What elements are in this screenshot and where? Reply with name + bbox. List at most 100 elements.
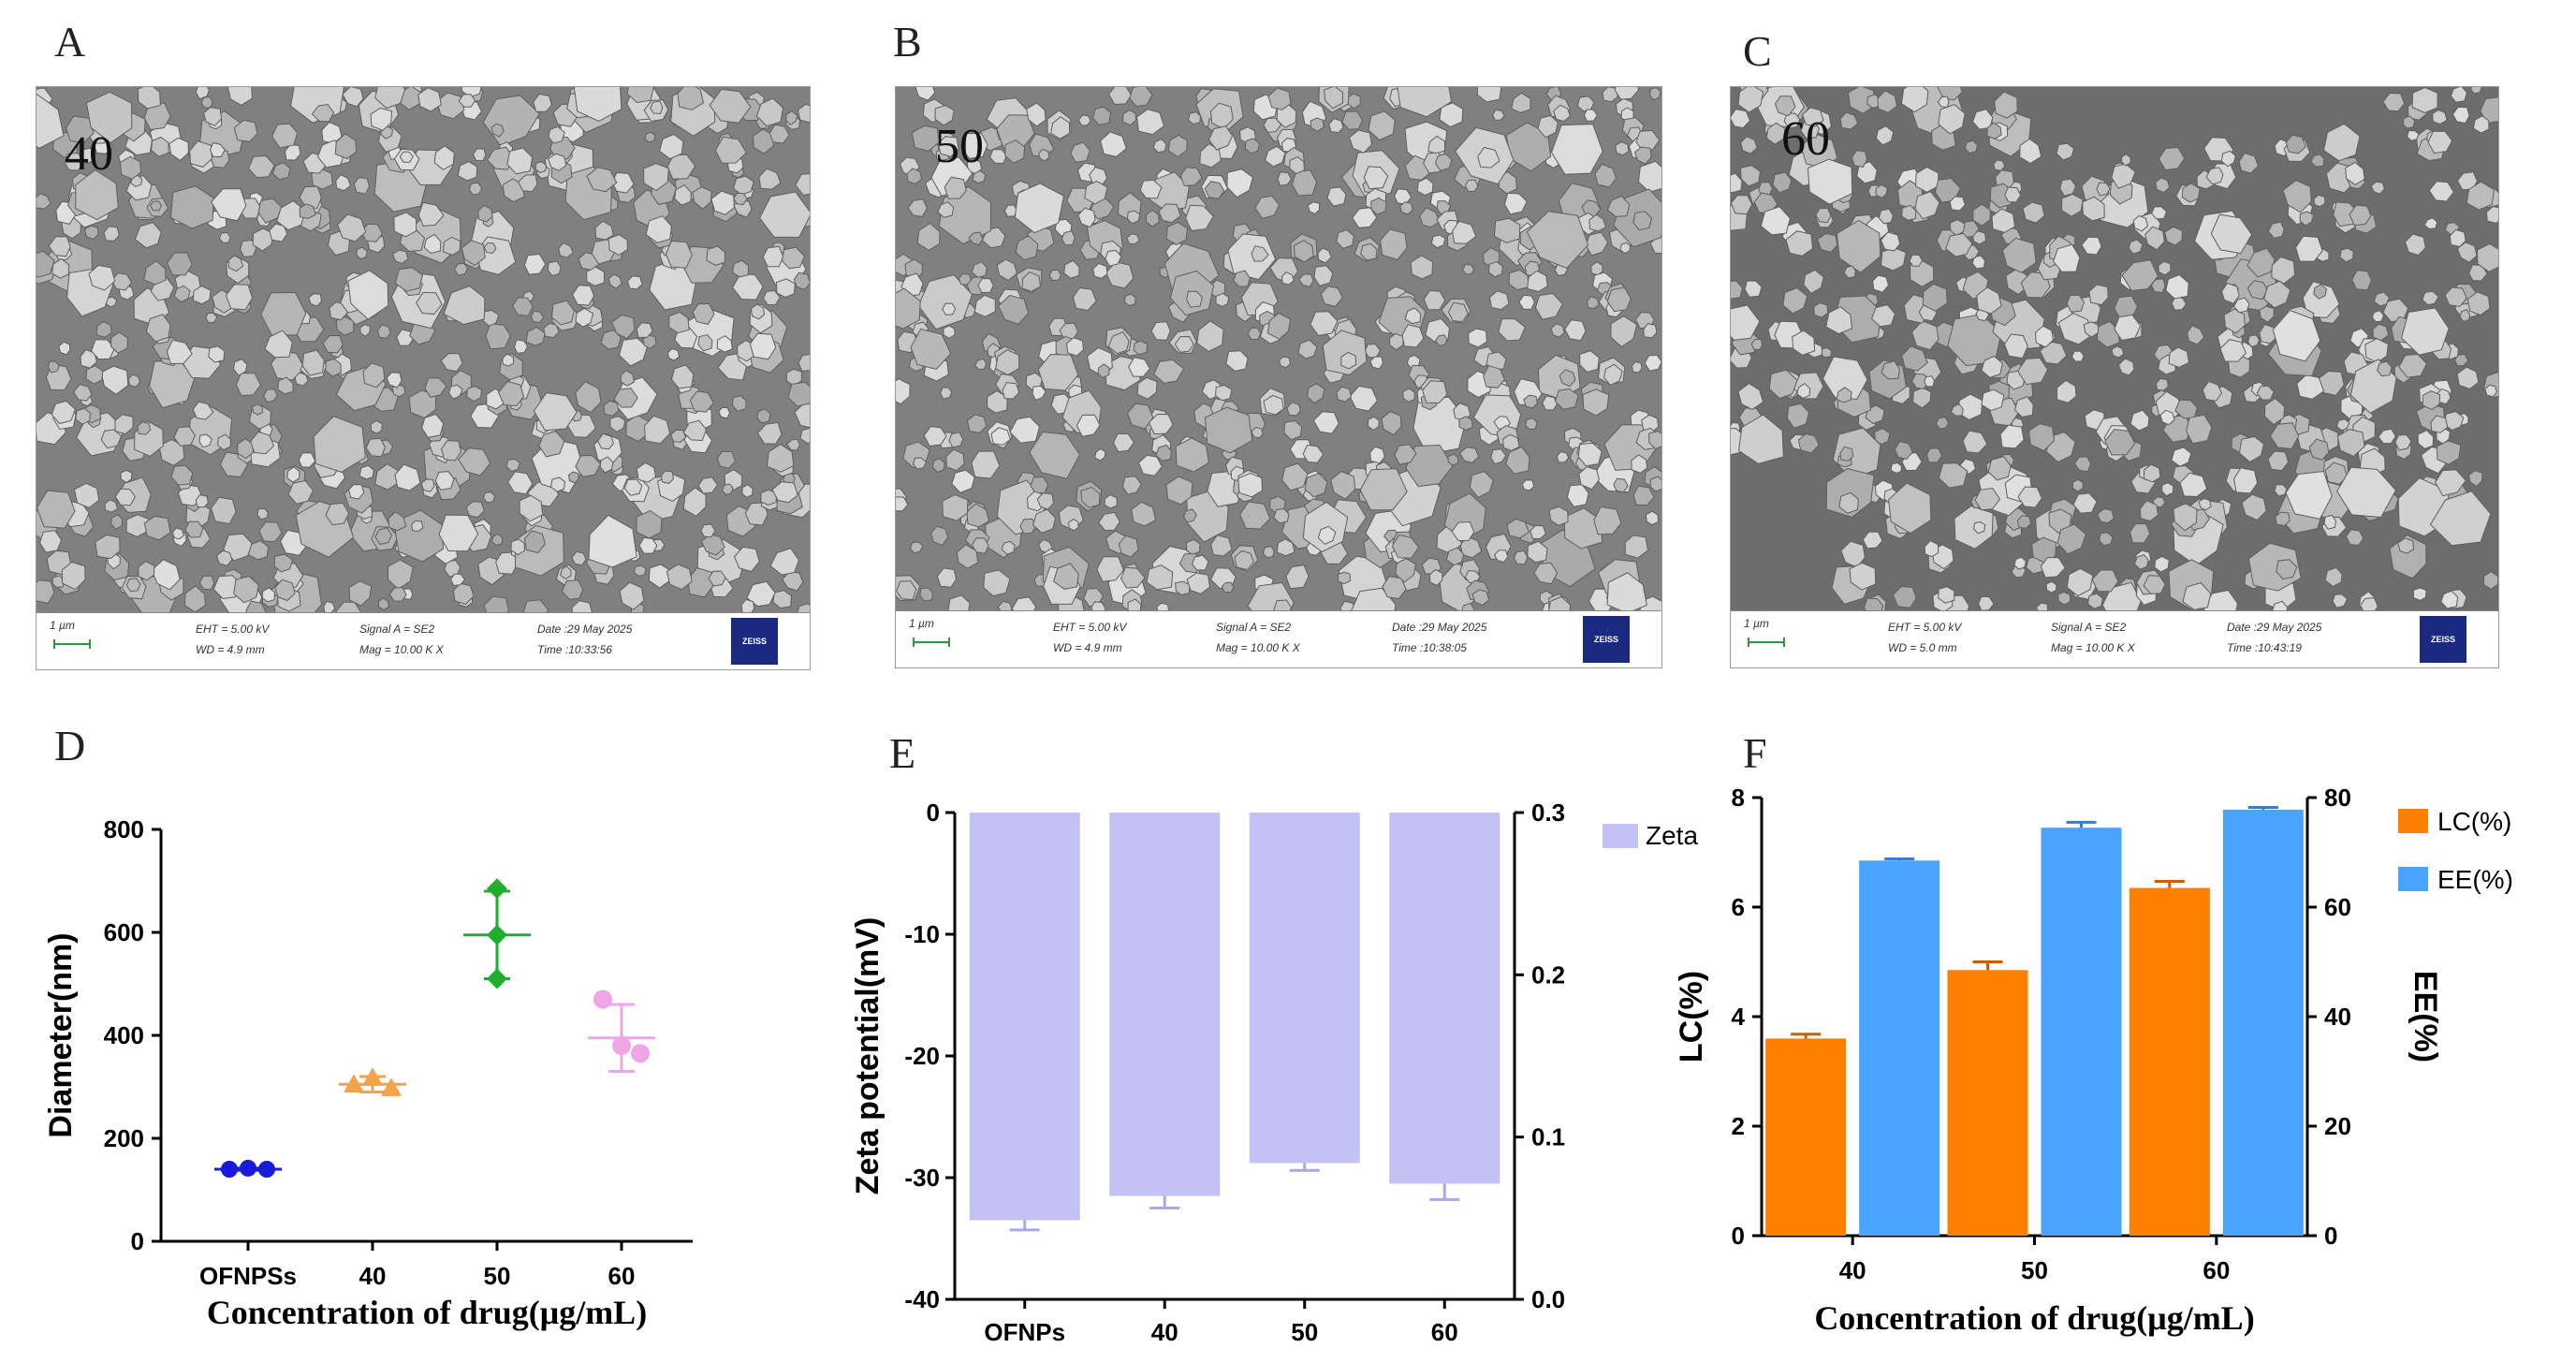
sem-grain xyxy=(1564,319,1587,342)
sem-grain xyxy=(2377,360,2393,377)
sem-grain xyxy=(718,406,731,419)
sem-grain xyxy=(626,275,643,290)
sem-grain xyxy=(1234,550,1254,571)
sem-grain xyxy=(2056,523,2086,555)
sem-grain xyxy=(227,255,244,272)
sem-grain xyxy=(2156,377,2169,391)
sem-grain xyxy=(1401,324,1425,348)
sem-grain xyxy=(1428,569,1443,587)
sem-grain xyxy=(396,329,414,346)
sem-grain xyxy=(411,520,424,533)
sem-grain xyxy=(2060,193,2084,217)
sem-grain xyxy=(2059,178,2077,197)
sem-grain xyxy=(1233,270,1251,287)
sem-grain xyxy=(1772,171,1793,194)
time-text: Time :10:43:19 xyxy=(2227,641,2302,654)
data-point xyxy=(344,1074,364,1093)
sem-grain xyxy=(2232,297,2250,314)
sem-grain xyxy=(588,514,637,568)
sem-grain xyxy=(1094,447,1106,462)
sem-grain xyxy=(1405,444,1454,488)
sem-grain xyxy=(1146,209,1160,227)
sem-grain xyxy=(756,408,771,424)
sem-grain xyxy=(1394,188,1412,205)
sem-grain xyxy=(1136,109,1165,136)
legend-swatch xyxy=(2398,809,2428,833)
sem-grain xyxy=(127,374,141,388)
sem-grain xyxy=(740,598,755,613)
y-axis-label: LC(%) xyxy=(1674,971,1709,1063)
sem-grain xyxy=(2435,469,2466,497)
sem-grain xyxy=(1139,179,1163,199)
y2-tick-label: 20 xyxy=(2324,1112,2351,1140)
sem-grain xyxy=(1302,444,1325,463)
sem-grain xyxy=(1469,471,1494,498)
sem-grain xyxy=(1803,269,1824,294)
sem-grain xyxy=(1445,547,1465,566)
sem-grain xyxy=(1744,280,1763,298)
sem-grain xyxy=(2429,491,2492,547)
sem-grain xyxy=(88,264,116,291)
sem-grain xyxy=(142,260,167,286)
sem-grain xyxy=(1731,109,1751,129)
sem-grain xyxy=(793,271,810,291)
sem-grain xyxy=(1112,432,1135,453)
sem-grain xyxy=(1548,595,1571,611)
sem-grain xyxy=(1530,524,1546,540)
sem-grain xyxy=(1370,197,1387,215)
sem-grain xyxy=(299,185,322,210)
sem-grain xyxy=(114,488,136,506)
sem-grain xyxy=(1836,219,1881,273)
sem-grain xyxy=(1118,535,1139,558)
x-tick-label: 40 xyxy=(359,1262,387,1290)
sem-grain xyxy=(424,377,447,398)
sem-grain xyxy=(1359,468,1408,511)
sem-grain xyxy=(1326,186,1347,207)
sem-grain xyxy=(393,212,417,238)
sem-grain xyxy=(2336,466,2397,519)
sem-grain xyxy=(670,429,687,443)
sem-grain xyxy=(417,201,445,227)
sem-grain xyxy=(2114,314,2142,342)
sem-grain xyxy=(1586,296,1600,310)
sem-grain xyxy=(1610,315,1638,348)
sem-grain xyxy=(1938,462,1969,489)
sem-grain xyxy=(2219,339,2247,362)
sem-grain xyxy=(2144,226,2165,251)
sem-grain xyxy=(1508,269,1530,291)
sem-grain xyxy=(550,476,566,492)
sem-grain xyxy=(2406,129,2420,141)
sem-grain xyxy=(263,388,278,403)
sem-grain xyxy=(643,415,671,445)
sem-grain xyxy=(1825,306,1853,335)
sem-grain xyxy=(73,482,100,509)
sem-grain xyxy=(1307,201,1321,214)
sem-grain xyxy=(2285,470,2333,520)
sem-grain xyxy=(1126,233,1141,245)
sem-grain xyxy=(573,87,622,123)
panel-letter-d: D xyxy=(54,722,86,769)
sem-grain xyxy=(1643,323,1658,339)
sem-grain xyxy=(1026,102,1046,127)
sem-grain xyxy=(2247,334,2261,347)
sem-grain xyxy=(1019,518,1036,535)
sem-grain xyxy=(1648,87,1661,101)
sem-grain xyxy=(1785,230,1814,256)
sem-grain xyxy=(571,550,587,566)
sem-grain xyxy=(2016,515,2032,529)
sem-grain xyxy=(325,502,350,526)
sem-grain xyxy=(2150,206,2168,220)
sem-grain xyxy=(1179,167,1203,187)
sem-grain xyxy=(1910,320,1939,351)
sem-grain xyxy=(2081,236,2102,256)
sem-grain xyxy=(2450,87,2468,103)
sem-grain xyxy=(1513,550,1529,565)
sem-grain xyxy=(682,487,707,518)
data-point xyxy=(487,968,507,989)
sem-grain xyxy=(120,469,133,484)
sem-grain xyxy=(1949,196,1966,212)
sem-grain xyxy=(919,587,933,602)
sem-grain xyxy=(2121,259,2159,292)
sem-grain xyxy=(1336,229,1354,250)
sem-grain xyxy=(603,400,620,417)
